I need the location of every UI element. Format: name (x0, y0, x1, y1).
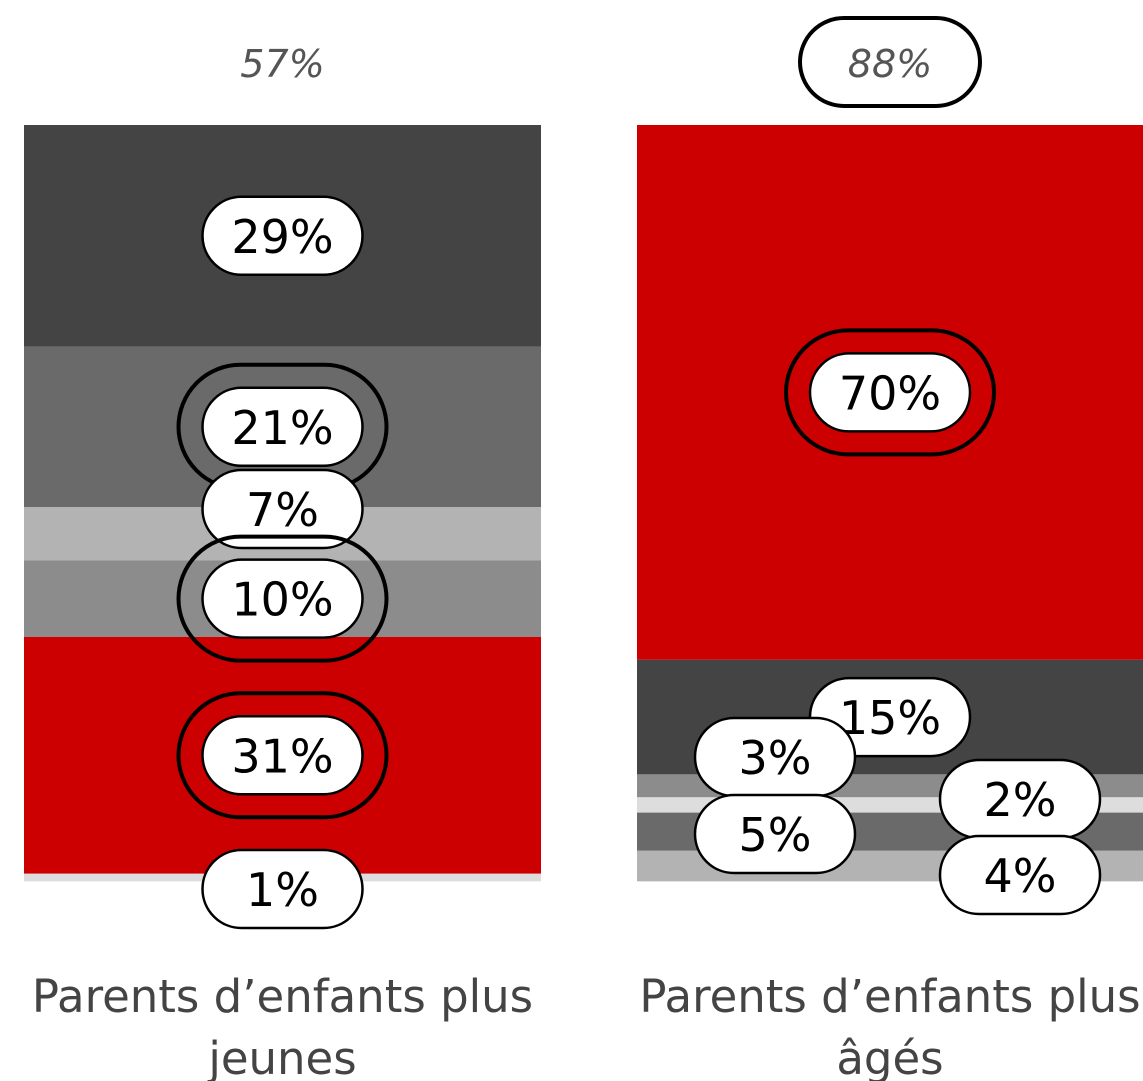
category-label-2-line-2: âgés (836, 1032, 943, 1081)
data-label-1-6: 1% (201, 848, 364, 930)
data-label-1-4-pill (201, 558, 364, 639)
data-label-1-2: 21% (176, 362, 389, 491)
data-label-2-1: 70% (784, 328, 996, 457)
data-label-2-6-text: 4% (984, 849, 1057, 903)
category-label-1-line-2: jeunes (207, 1032, 356, 1081)
category-label-1-line-1: Parents d’enfants plus (32, 970, 533, 1023)
data-label-2-5: 5% (693, 793, 857, 875)
data-label-2-5-text: 5% (739, 808, 812, 862)
data-label-1-3: 7% (201, 468, 364, 550)
data-label-1-2-text: 21% (231, 401, 333, 455)
data-label-2-5-pill (693, 793, 857, 875)
data-label-1-4: 10% (176, 534, 389, 663)
data-label-2-4-text: 2% (984, 773, 1057, 827)
data-label-2-6-pill (938, 834, 1102, 916)
data-label-1-3-text: 7% (246, 483, 319, 537)
total-text-2: 88% (848, 42, 932, 86)
data-label-1-6-text: 1% (246, 863, 319, 917)
data-label-2-6: 4% (938, 834, 1102, 916)
data-label-1-6-pill (201, 848, 364, 930)
data-label-1-5: 31% (176, 691, 389, 820)
data-label-1-1-pill (201, 195, 364, 277)
total-highlight-ring-2 (798, 16, 982, 108)
data-label-2-2-text: 15% (839, 691, 941, 745)
total-label-2: 88% (798, 16, 982, 108)
total-text-1: 57% (240, 42, 324, 86)
data-label-1-5-highlight-ring (176, 691, 389, 820)
data-label-2-1-pill (808, 352, 972, 433)
data-label-2-3-text: 3% (739, 731, 812, 785)
data-label-2-1-highlight-ring (784, 328, 996, 457)
total-label-1: 57% (240, 42, 324, 86)
data-label-1-4-text: 10% (231, 573, 333, 627)
data-label-2-1-text: 70% (839, 366, 941, 420)
data-label-1-1: 29% (201, 195, 364, 277)
data-label-1-1-text: 29% (231, 210, 333, 264)
data-label-1-4-highlight-ring (176, 534, 389, 663)
data-label-1-2-pill (201, 386, 364, 468)
category-label-2-line-1: Parents d’enfants plus (639, 970, 1140, 1023)
data-label-2-4: 2% (938, 758, 1102, 840)
data-label-1-3-pill (201, 468, 364, 550)
data-label-1-5-text: 31% (231, 729, 333, 783)
data-label-2-3: 3% (693, 716, 857, 798)
data-label-1-5-pill (201, 715, 364, 796)
